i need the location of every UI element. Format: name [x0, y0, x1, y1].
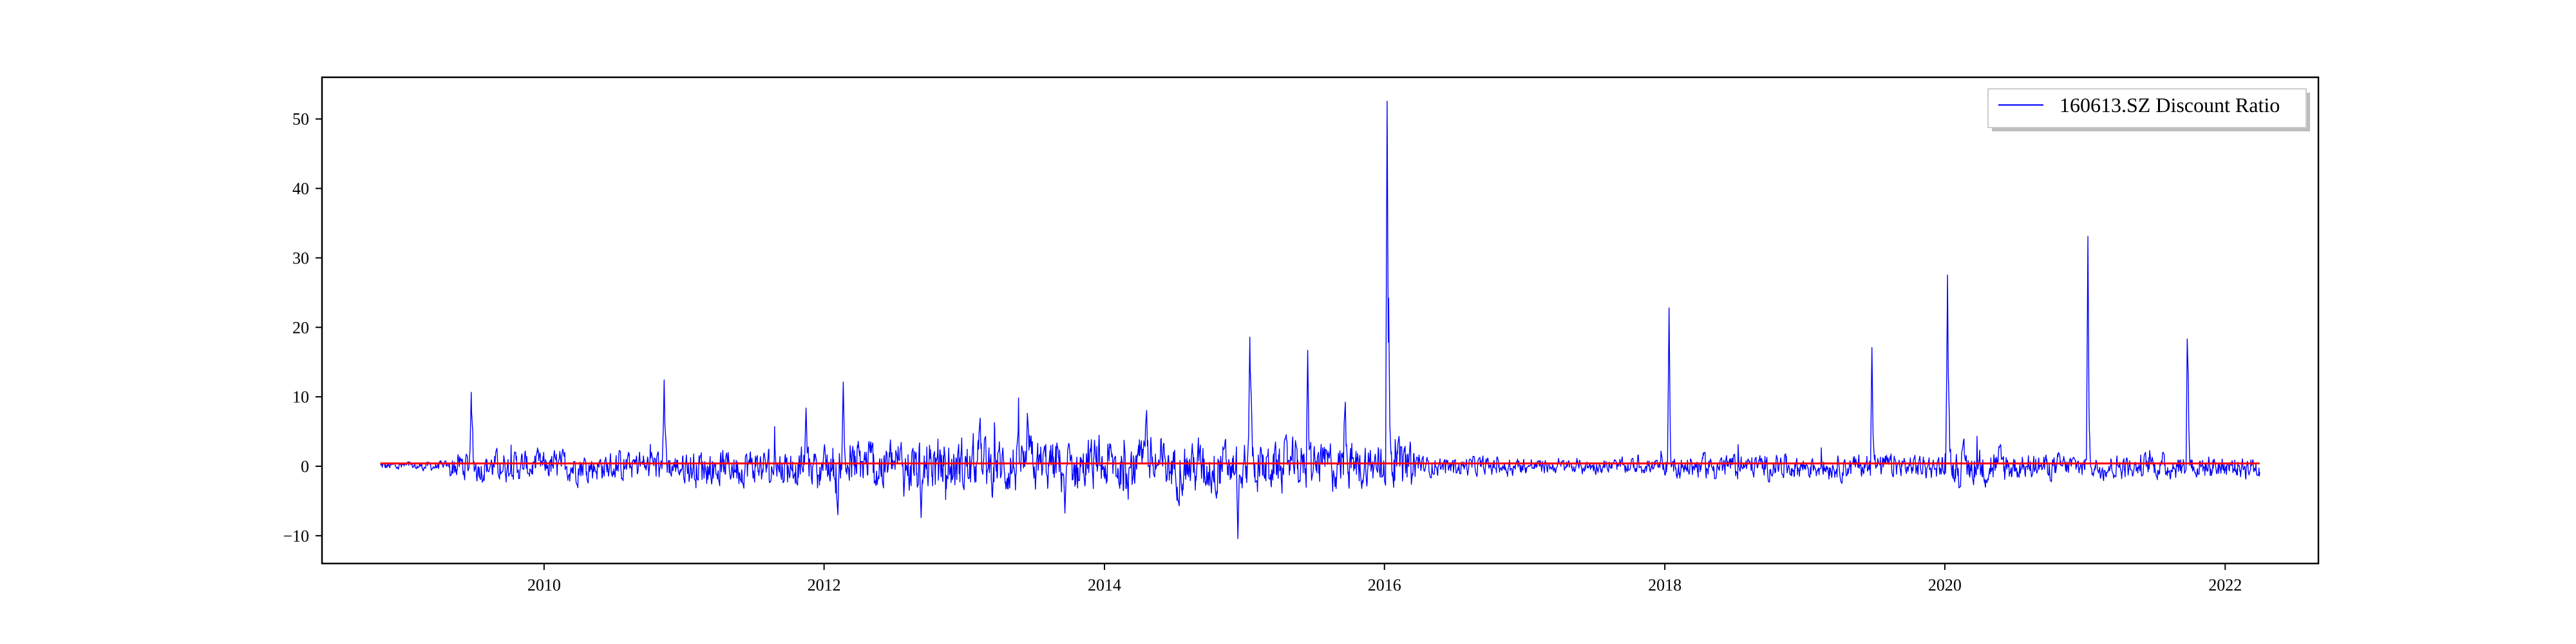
axes-frame	[321, 76, 2320, 565]
y-tick-label: 50	[292, 110, 309, 129]
y-tick-label: 20	[292, 318, 309, 337]
x-tick-label: 2010	[527, 576, 561, 594]
y-tick-label: 10	[292, 388, 309, 406]
x-axis: 2010 2012 2014 2016 2018 2020 2022	[527, 564, 2242, 594]
legend-label: 160613.SZ Discount Ratio	[2060, 93, 2280, 117]
x-tick-label: 2014	[1088, 576, 1121, 594]
y-tick-label: 40	[292, 180, 309, 198]
x-tick-label: 2018	[1648, 576, 1681, 594]
y-axis: −10 0 10 20 30 40 50	[283, 110, 322, 545]
y-tick-label: 30	[292, 249, 309, 267]
series-group	[380, 100, 2260, 540]
x-tick-label: 2012	[808, 576, 841, 594]
legend: 160613.SZ Discount Ratio	[1987, 88, 2310, 131]
y-tick-label: −10	[283, 527, 309, 545]
y-tick-label: 0	[301, 457, 309, 476]
x-tick-label: 2022	[2208, 576, 2242, 594]
legend-frame	[1987, 88, 2307, 128]
series-line-discount-ratio	[380, 100, 2260, 540]
x-tick-label: 2020	[1928, 576, 1962, 594]
x-tick-label: 2016	[1368, 576, 1401, 594]
